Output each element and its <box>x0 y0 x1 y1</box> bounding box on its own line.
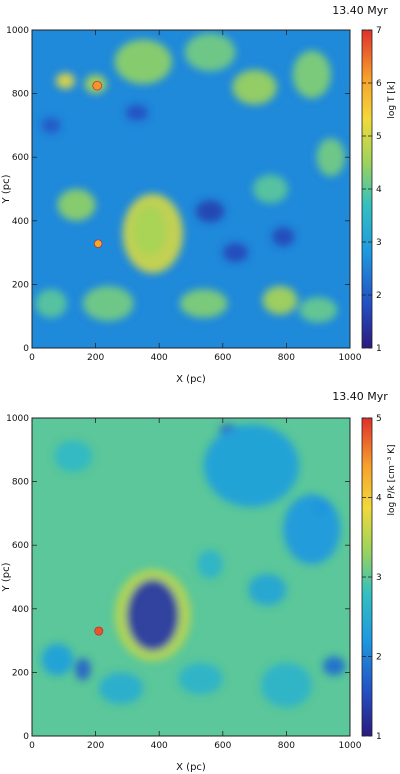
heatmap-hotspots <box>92 80 103 248</box>
y-tick-label: 800 <box>12 478 29 488</box>
y-tick-label: 200 <box>12 280 29 290</box>
colorbar-tick-label: 2 <box>376 291 382 301</box>
y-tick-label: 0 <box>23 344 29 354</box>
cold-region <box>195 200 225 223</box>
time-label: 13.40 Myr <box>332 390 388 403</box>
y-tick-label: 1000 <box>6 26 29 36</box>
hot-spot <box>94 239 103 248</box>
y-tick-label: 600 <box>12 541 29 551</box>
heat-region <box>262 285 298 315</box>
heat-region <box>41 643 74 676</box>
colorbar-tick-label: 6 <box>376 79 382 89</box>
cold-region <box>41 117 61 134</box>
heatmap-hotspots <box>94 626 104 636</box>
heat-region <box>178 662 223 695</box>
colorbar-tick-label: 5 <box>376 414 382 424</box>
x-tick-label: 600 <box>214 741 231 751</box>
heat-region <box>197 549 223 579</box>
colorbar-label: log P/k [cm⁻³ K] <box>387 445 397 516</box>
x-tick-label: 400 <box>151 741 168 751</box>
heatmap-features <box>35 33 346 323</box>
heat-region <box>132 204 168 256</box>
colorbar-tick-label: 3 <box>376 573 382 583</box>
colorbar-tick-label: 3 <box>376 238 382 248</box>
heat-region <box>98 672 144 705</box>
x-tick-label: 200 <box>87 353 104 363</box>
colorbar-tick-label: 2 <box>376 653 382 663</box>
heat-region <box>184 33 236 72</box>
colorbar-tick-label: 5 <box>376 132 382 142</box>
x-tick-label: 0 <box>29 741 35 751</box>
y-axis-label: Y (pc) <box>1 174 12 204</box>
heat-region <box>35 289 67 318</box>
colorbar-ticks: 1 2 3 4 5 <box>362 414 382 742</box>
x-tick-label: 400 <box>151 353 168 363</box>
y-tick-label: 400 <box>12 605 29 615</box>
heat-region <box>82 285 134 321</box>
x-tick-label: 800 <box>278 353 295 363</box>
cold-region <box>125 104 149 121</box>
y-tick-label: 200 <box>12 668 29 678</box>
x-tick-label: 1000 <box>339 741 362 751</box>
cold-region <box>272 227 295 247</box>
cold-region <box>222 243 249 263</box>
x-tick-label: 1000 <box>339 353 362 363</box>
heatmap-plot-area <box>32 418 350 736</box>
heat-region <box>114 39 172 85</box>
heat-region <box>260 662 312 708</box>
hot-spot <box>92 80 102 91</box>
temperature-panel: 13.40 Myr 0 200 400 600 800 1000 0 200 400 600 80… <box>1 4 397 385</box>
heat-region <box>248 573 287 606</box>
x-tick-label: 600 <box>214 353 231 363</box>
heat-region <box>316 138 346 177</box>
heat-region <box>299 297 338 323</box>
heat-region <box>283 494 341 565</box>
x-tick-label: 800 <box>278 741 295 751</box>
cold-region <box>74 658 91 681</box>
hot-spot <box>94 626 104 636</box>
heat-region <box>54 440 93 473</box>
colorbar-tick-label: 1 <box>376 344 382 354</box>
colorbar-label: log T [k] <box>387 81 397 118</box>
y-axis-ticks: 0 200 400 600 800 1000 <box>6 26 350 354</box>
heat-region <box>179 289 228 318</box>
y-tick-label: 0 <box>23 732 29 742</box>
heat-region <box>55 72 75 89</box>
colorbar-ticks: 1 2 3 4 5 6 7 <box>362 26 382 354</box>
heat-region <box>57 189 96 221</box>
x-axis-label: X (pc) <box>176 374 206 385</box>
y-tick-label: 600 <box>12 153 29 163</box>
x-tick-label: 200 <box>87 741 104 751</box>
heat-region <box>322 656 346 676</box>
x-axis-ticks: 0 200 400 600 800 1000 <box>29 30 362 363</box>
heat-region <box>292 50 331 99</box>
x-axis-label: X (pc) <box>176 762 206 773</box>
x-tick-label: 0 <box>29 353 35 363</box>
pressure-panel: 13.40 Myr 0 200 400 600 800 1000 0 200 400 600 80… <box>1 390 397 773</box>
heat-region <box>253 174 288 204</box>
y-axis-ticks: 0 200 400 600 800 1000 <box>6 414 350 742</box>
y-tick-label: 400 <box>12 217 29 227</box>
heatmap-features <box>41 424 346 708</box>
plot-frame <box>31 417 351 737</box>
y-axis-label: Y (pc) <box>1 562 12 592</box>
heat-region <box>126 579 179 651</box>
time-label: 13.40 Myr <box>332 4 388 17</box>
plot-frame <box>31 29 351 349</box>
colorbar-tick-label: 4 <box>376 185 382 195</box>
heat-region <box>203 424 300 508</box>
colorbar-tick-label: 4 <box>376 494 382 504</box>
heat-region <box>232 69 277 105</box>
heatmap-plot-area <box>32 30 350 348</box>
y-tick-label: 800 <box>12 90 29 100</box>
colorbar-tick-label: 7 <box>376 26 382 36</box>
y-tick-label: 1000 <box>6 414 29 424</box>
colorbar-tick-label: 1 <box>376 732 382 742</box>
x-axis-ticks: 0 200 400 600 800 1000 <box>29 418 362 751</box>
